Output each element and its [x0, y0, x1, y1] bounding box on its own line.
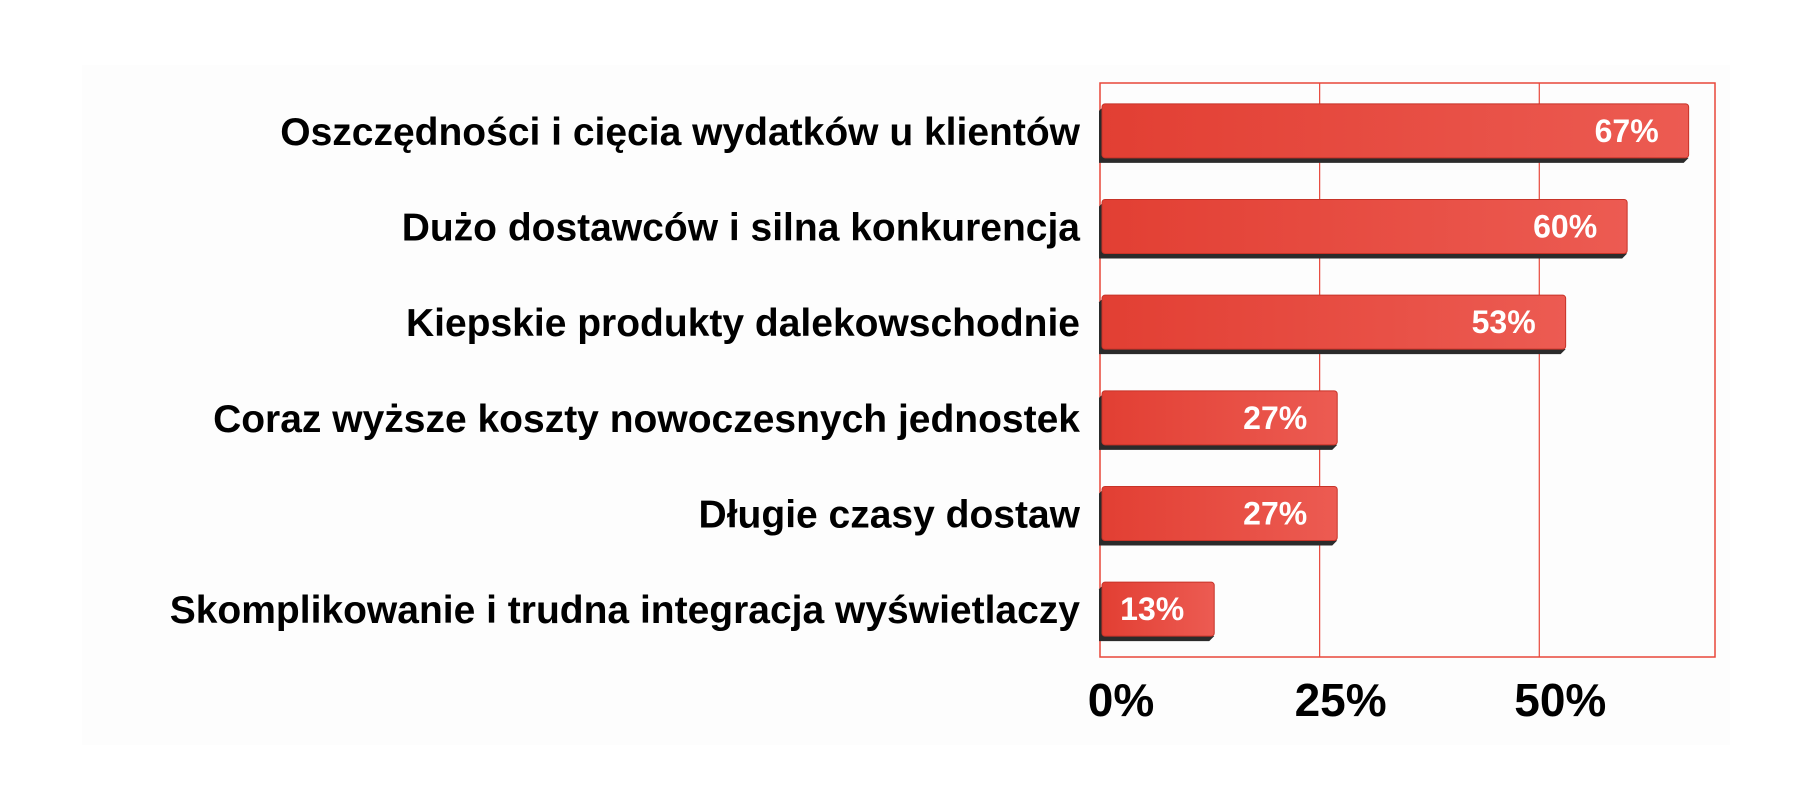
bar — [1101, 486, 1338, 541]
category-label: Dużo dostawców i silna konkurencja — [402, 207, 1081, 250]
value-label: 27% — [1243, 400, 1307, 436]
x-tick-label: 0% — [1088, 674, 1154, 726]
value-label: 27% — [1243, 496, 1307, 532]
value-label: 53% — [1472, 304, 1536, 340]
category-label: Długie czasy dostaw — [699, 494, 1081, 537]
bar — [1101, 103, 1690, 159]
category-label: Oszczędności i cięcia wydatków u klientó… — [280, 111, 1080, 154]
bar — [1101, 390, 1338, 446]
plot-frame — [1099, 82, 1716, 658]
bar — [1101, 294, 1567, 350]
category-label: Kiepskie produkty dalekowschodnie — [406, 302, 1080, 345]
value-label: 60% — [1533, 209, 1597, 245]
bar — [1101, 199, 1628, 254]
x-axis: 0% 25% 50% — [1088, 674, 1607, 726]
bar — [1101, 581, 1215, 637]
grid-layer — [1099, 82, 1716, 658]
bar-layer — [1099, 103, 1690, 642]
category-label: Coraz wyższe koszty nowoczesnych jednost… — [213, 398, 1080, 441]
x-tick-label: 50% — [1514, 674, 1606, 726]
value-label: 67% — [1595, 113, 1659, 149]
chart-background — [82, 65, 1730, 745]
value-label: 13% — [1120, 591, 1184, 627]
category-label: Skomplikowanie i trudna integracja wyświ… — [170, 589, 1081, 632]
label-layer: Oszczędności i cięcia wydatków u klientó… — [170, 111, 1659, 632]
x-tick-label: 25% — [1295, 674, 1387, 726]
